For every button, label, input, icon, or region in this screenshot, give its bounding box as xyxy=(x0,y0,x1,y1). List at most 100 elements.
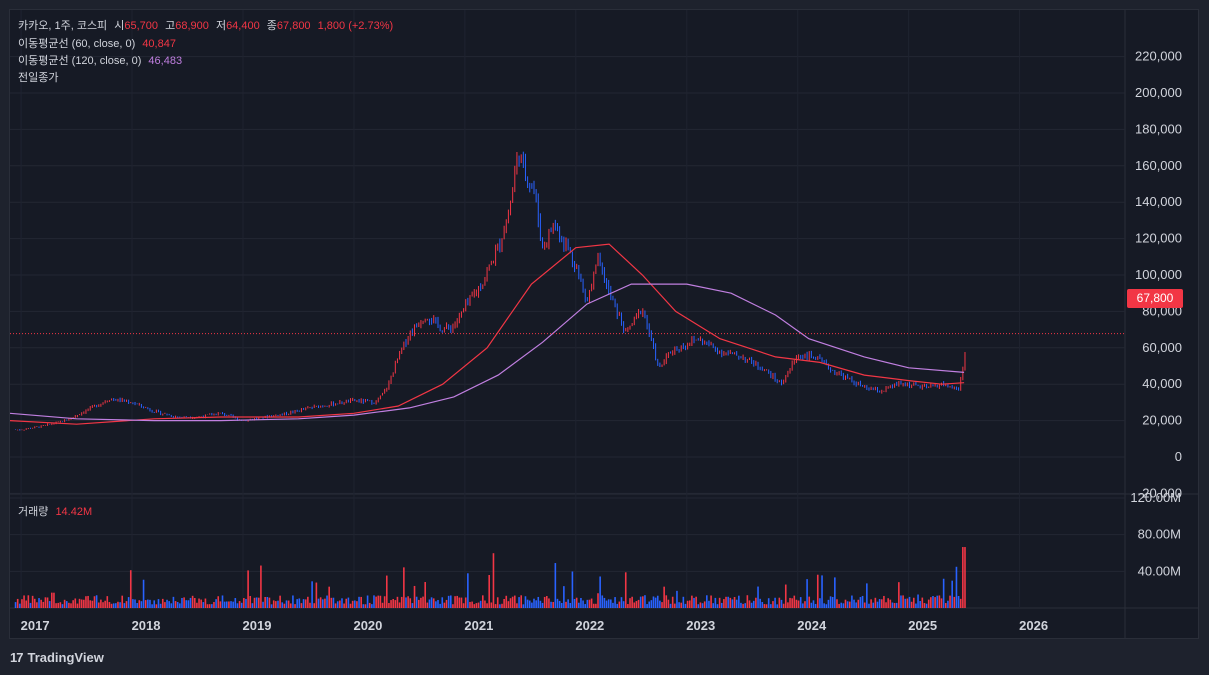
volume-bar xyxy=(176,601,179,608)
volume-bar xyxy=(170,603,173,608)
volume-bar xyxy=(601,595,604,608)
prev-close-legend[interactable]: 전일종가 xyxy=(18,71,58,85)
volume-bar xyxy=(816,574,819,608)
ma60-legend[interactable]: 이동평균선 (60, close, 0) 40,847 xyxy=(18,37,176,51)
volume-bar xyxy=(302,599,305,608)
volume-bar xyxy=(364,604,367,608)
volume-bar xyxy=(659,600,661,608)
volume-bar xyxy=(121,595,124,608)
volume-bar xyxy=(750,602,753,608)
volume-bar xyxy=(774,597,776,608)
volume-legend[interactable]: 거래량 14.42M xyxy=(18,505,92,519)
volume-bar xyxy=(548,598,550,608)
volume-bar xyxy=(78,598,81,608)
volume-bar xyxy=(552,601,555,608)
volume-bar xyxy=(119,602,121,608)
volume-bar xyxy=(953,596,956,608)
volume-bar xyxy=(330,597,333,608)
volume-bar xyxy=(272,600,275,608)
volume-bar xyxy=(51,592,53,608)
volume-bar xyxy=(277,600,279,608)
volume-bar xyxy=(531,602,533,608)
volume-bar xyxy=(767,598,770,608)
volume-bar xyxy=(665,595,668,608)
volume-bar xyxy=(443,602,446,608)
volume-bar xyxy=(89,600,92,608)
volume-bar xyxy=(883,595,885,608)
high-value: 68,900 xyxy=(175,20,209,32)
volume-bar xyxy=(379,595,382,608)
volume-bar xyxy=(949,595,951,608)
volume-bar xyxy=(392,598,394,608)
tradingview-brand[interactable]: 17 TradingView xyxy=(10,650,104,665)
open-label: 시 xyxy=(114,20,125,32)
volume-bar xyxy=(646,604,648,608)
volume-bar xyxy=(257,597,260,608)
volume-bar xyxy=(445,599,448,608)
volume-bar xyxy=(582,600,584,608)
volume-bar xyxy=(787,602,789,608)
volume-bar xyxy=(795,599,798,608)
volume-bar xyxy=(782,603,785,608)
volume-bar xyxy=(735,599,738,608)
volume-bar xyxy=(955,566,958,608)
volume-bar xyxy=(31,595,34,608)
volume-bar xyxy=(806,579,808,608)
volume-bar xyxy=(441,597,444,608)
volume-bar xyxy=(733,596,736,608)
price-tick-label: 220,000 xyxy=(1135,49,1182,64)
volume-bar xyxy=(825,604,828,608)
volume-bar xyxy=(565,601,567,608)
volume-bar xyxy=(351,600,354,608)
volume-bar xyxy=(36,602,38,608)
volume-bar xyxy=(639,596,642,608)
volume-bar xyxy=(490,602,493,608)
volume-bar xyxy=(746,595,749,608)
volume-bar xyxy=(938,595,941,608)
volume-bar xyxy=(383,596,386,608)
volume-bar xyxy=(164,602,166,608)
volume-bar xyxy=(151,604,153,608)
volume-bar xyxy=(599,576,601,608)
volume-bar xyxy=(112,603,115,608)
volume-bar xyxy=(134,599,136,608)
volume-bar xyxy=(311,581,313,608)
volume-bar xyxy=(676,590,678,608)
volume-bar xyxy=(505,595,508,608)
volume-bar xyxy=(829,596,832,608)
volume-bar xyxy=(97,602,100,608)
volume-bar xyxy=(802,603,804,608)
volume-bar xyxy=(667,599,670,608)
volume-bar xyxy=(100,599,102,608)
volume-bar xyxy=(763,604,766,608)
volume-bar xyxy=(891,602,894,608)
ma120-line xyxy=(9,283,965,422)
volume-bar xyxy=(556,598,559,608)
volume-bar xyxy=(262,601,264,608)
volume-bar xyxy=(91,600,94,608)
ma120-legend[interactable]: 이동평균선 (120, close, 0) 46,483 xyxy=(18,54,182,68)
change-value: 1,800 (+2.73%) xyxy=(317,20,394,32)
price-tick-label: 100,000 xyxy=(1135,267,1182,282)
tradingview-logo-icon: 17 xyxy=(10,650,24,665)
volume-bar xyxy=(307,596,309,608)
volume-bar xyxy=(76,603,79,608)
volume-bar xyxy=(691,595,693,608)
volume-bar xyxy=(912,597,915,608)
volume-bar xyxy=(575,597,578,608)
volume-bar xyxy=(597,593,599,608)
low-label: 저 xyxy=(215,20,227,32)
volume-bar xyxy=(851,595,853,608)
volume-bar xyxy=(584,604,587,608)
volume-bar xyxy=(294,604,296,608)
volume-bar xyxy=(853,599,855,608)
volume-bar xyxy=(573,598,576,608)
volume-bar xyxy=(347,597,350,608)
volume-bar xyxy=(420,597,422,608)
volume-bar xyxy=(236,603,239,608)
close-label: 종 xyxy=(266,20,277,32)
volume-bar xyxy=(68,602,70,608)
volume-bar xyxy=(880,599,883,608)
volume-bar xyxy=(232,601,234,608)
